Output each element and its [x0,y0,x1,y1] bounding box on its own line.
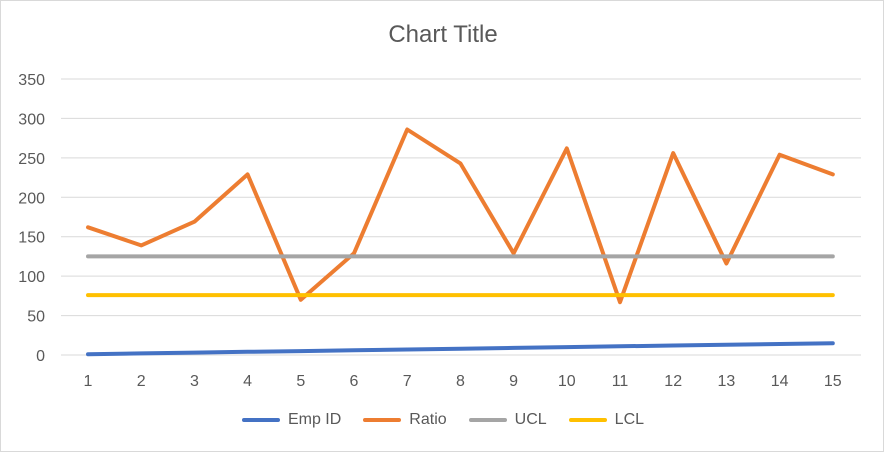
legend-item: Emp ID [241,411,342,429]
x-tick-label: 14 [771,373,789,390]
legend-item: LCL [568,411,645,429]
x-tick-label: 6 [350,373,359,390]
series-lines [86,127,835,357]
series-line-ratio [86,127,835,305]
legend-swatch [568,418,607,422]
y-tick-label: 200 [18,190,45,207]
legend-swatch [468,418,507,422]
x-tick-label: 5 [296,373,305,390]
legend: Emp ID Ratio UCL LCL [1,411,884,429]
y-tick-label: 100 [18,269,45,286]
y-tick-label: 150 [18,230,45,247]
legend-swatch [363,418,402,422]
y-tick-label: 0 [36,348,45,365]
x-tick-label: 7 [403,373,412,390]
x-tick-label: 13 [718,373,736,390]
x-tick-label: 15 [824,373,842,390]
x-tick-label: 8 [456,373,465,390]
gridlines [61,78,861,356]
legend-label: Emp ID [287,411,342,428]
x-tick-label: 10 [558,373,576,390]
y-tick-label: 300 [18,111,45,128]
y-tick-label: 50 [27,309,45,326]
x-tick-label: 11 [612,373,629,390]
legend-swatch [241,418,280,422]
legend-label: LCL [614,411,645,428]
legend-item: Ratio [363,411,447,429]
series-line-emp-id [86,341,835,357]
y-tick-label: 250 [18,151,45,168]
chart-title: Chart Title [388,21,498,48]
x-tick-label: 12 [664,373,682,390]
x-axis-ticks: 1 2 3 4 5 6 7 8 9 10 11 12 13 14 15 [84,373,842,390]
x-tick-label: 1 [84,373,93,390]
x-tick-label: 2 [137,373,146,390]
legend-label: Ratio [409,411,447,428]
y-axis-ticks: 0 50 100 150 200 250 300 350 [18,72,45,365]
y-tick-label: 350 [18,72,45,89]
legend-item: UCL [468,411,547,429]
legend-label: UCL [514,411,547,428]
x-tick-label: 9 [509,373,518,390]
x-tick-label: 3 [190,373,199,390]
x-tick-label: 4 [243,373,252,390]
